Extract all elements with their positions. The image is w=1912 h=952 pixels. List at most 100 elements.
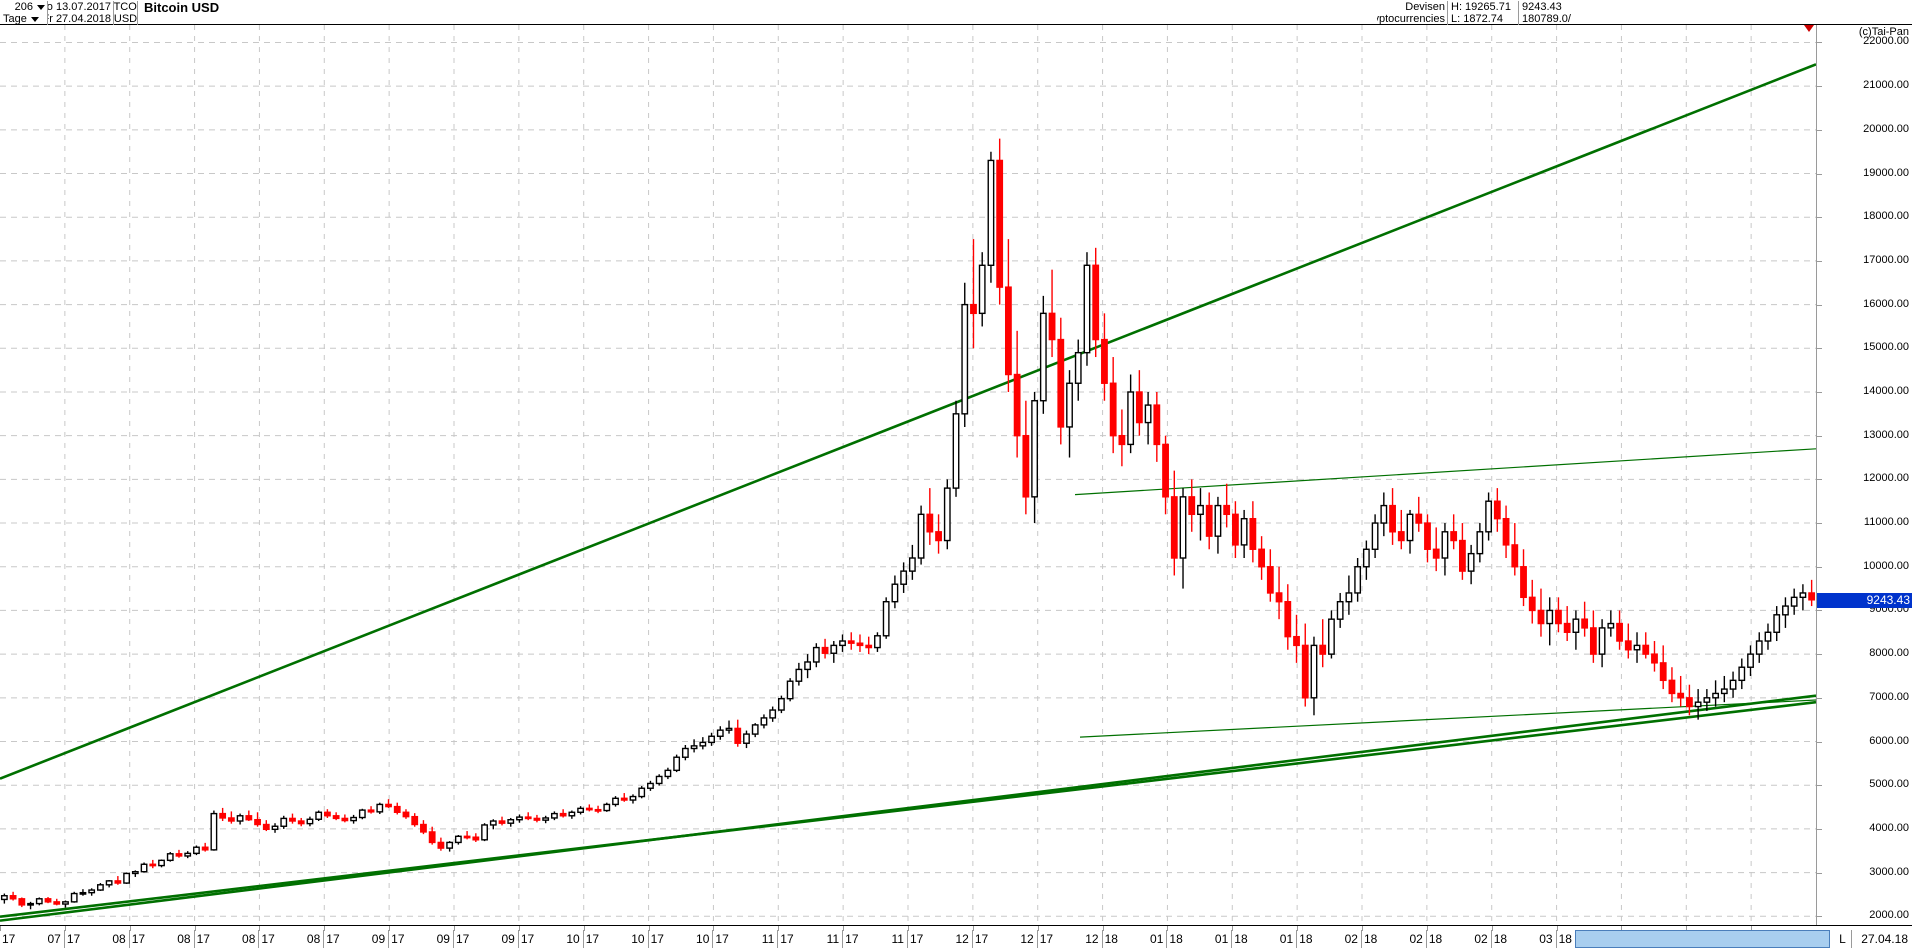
time-tick-mark xyxy=(778,926,780,931)
time-tick-mark xyxy=(1167,926,1169,931)
candlestick-bar xyxy=(1808,579,1816,607)
time-axis-segment[interactable]: 08 17 xyxy=(195,930,260,948)
time-tick-mark xyxy=(583,926,585,931)
time-axis-segment[interactable]: 01 18 xyxy=(1232,930,1298,948)
time-axis-segment[interactable]: 01 18 xyxy=(1103,930,1168,948)
candlestick-bar xyxy=(891,575,899,609)
time-tick-mark xyxy=(259,926,261,931)
symbol-field-line1[interactable]: BITCOIN xyxy=(114,1,138,13)
candlestick-bar xyxy=(699,737,707,750)
time-tick-mark xyxy=(648,926,650,931)
time-axis-segment[interactable]: 09 17 xyxy=(324,930,390,948)
candlestick-bar xyxy=(306,816,314,827)
candlestick-bar xyxy=(1555,597,1562,633)
price-tick-label: 20000.00 xyxy=(1863,122,1909,135)
price-tick-label: 6000.00 xyxy=(1869,734,1909,747)
time-axis-segment[interactable]: 11 17 xyxy=(778,930,844,948)
chart-plot-area[interactable] xyxy=(0,25,1816,925)
price-tick-label: 12000.00 xyxy=(1863,472,1909,485)
horizontal-scrollbar[interactable] xyxy=(1575,930,1830,948)
time-axis-segment[interactable]: 10 17 xyxy=(649,930,714,948)
time-axis-segment[interactable]: 01 18 xyxy=(1167,930,1233,948)
candlestick-bar xyxy=(1493,488,1501,532)
candlestick-bar xyxy=(271,823,279,833)
time-axis-segment[interactable]: 12 17 xyxy=(1038,930,1103,948)
candlestick-bar xyxy=(1720,675,1728,703)
date-to-field[interactable]: Fr 27.04.2018 xyxy=(48,13,114,25)
candlestick-bar xyxy=(315,810,323,822)
time-axis-segment[interactable]: 03 18 xyxy=(1492,930,1557,948)
time-axis[interactable]: 07 17 08 17 08 17 08 17 08 17 09 17 09 17 09 17 10 17 10 17… xyxy=(0,925,1912,952)
time-tick-mark xyxy=(1491,926,1493,931)
price-tick-label: 14000.00 xyxy=(1863,384,1909,397)
time-axis-month: 09 xyxy=(436,932,450,946)
price-tick-mark xyxy=(1817,785,1822,787)
time-axis-segment[interactable]: 12 17 xyxy=(973,930,1038,948)
time-axis-segment[interactable]: 02 18 xyxy=(1297,930,1362,948)
candlestick-bar xyxy=(323,809,331,818)
candlestick-bar xyxy=(1520,549,1527,607)
time-axis-year: 17 xyxy=(585,932,600,946)
candlestick-plot[interactable] xyxy=(0,25,1816,925)
scale-mode-button[interactable]: L xyxy=(1834,930,1852,948)
time-axis-segment[interactable]: 07 17 xyxy=(0,930,65,948)
price-tick-mark xyxy=(1817,42,1822,44)
date-from-field[interactable]: Do 13.07.2017 xyxy=(48,1,114,13)
time-axis-month: 09 xyxy=(501,932,515,946)
time-axis-year: 18 xyxy=(1428,932,1443,946)
interval-field[interactable]: Tage xyxy=(0,13,48,25)
candlestick-bar xyxy=(690,739,698,753)
time-axis-year: 18 xyxy=(1364,932,1378,946)
candlestick-bar xyxy=(498,816,506,826)
time-axis-segment[interactable]: 09 17 xyxy=(454,930,519,948)
time-tick-mark xyxy=(1621,926,1623,931)
candlestick-bar xyxy=(812,643,820,668)
time-axis-year: 17 xyxy=(261,932,275,946)
time-axis-segment[interactable]: 02 18 xyxy=(1362,930,1427,948)
candlestick-bar xyxy=(1607,610,1615,637)
group-field-line2[interactable]: Cryptocurrencies xyxy=(1377,13,1448,25)
group-field-line1[interactable]: Devisen xyxy=(1377,1,1448,13)
time-axis-month: 09 xyxy=(371,932,386,946)
bars-count-field[interactable]: 206 xyxy=(0,1,48,13)
candlestick-bar xyxy=(1729,671,1737,698)
candlestick-bar xyxy=(559,809,567,818)
time-axis-segment[interactable]: 12 17 xyxy=(908,930,973,948)
candlestick-bar xyxy=(1197,488,1204,541)
symbol-field-line2[interactable]: USD xyxy=(114,13,138,25)
time-axis-segment[interactable]: 09 17 xyxy=(389,930,454,948)
time-axis-segment[interactable]: 08 17 xyxy=(65,930,130,948)
time-tick-mark xyxy=(1556,926,1558,931)
candlestick-bar xyxy=(970,239,977,349)
candlestick-bar xyxy=(786,678,794,702)
time-axis-year: 17 xyxy=(715,932,729,946)
candlestick-bar xyxy=(1511,523,1519,576)
time-axis-segment[interactable]: 08 17 xyxy=(259,930,325,948)
candlestick-bar xyxy=(1450,514,1458,550)
candlestick-bar xyxy=(79,889,87,896)
time-axis-segment[interactable]: 11 17 xyxy=(843,930,908,948)
price-axis[interactable]: (c)Tai-Pan 22000.00 21000.00 20000.00 19000… xyxy=(1816,25,1912,925)
time-axis-segment[interactable]: 10 17 xyxy=(519,930,584,948)
candlestick-bar xyxy=(219,807,227,822)
chevron-down-icon[interactable] xyxy=(30,16,39,22)
candlestick-bar xyxy=(18,897,26,908)
time-axis-segment[interactable]: 02 18 xyxy=(1427,930,1492,948)
time-axis-year: 18 xyxy=(1299,932,1313,946)
candlestick-bar xyxy=(1362,540,1370,580)
chevron-down-icon[interactable] xyxy=(37,4,45,10)
candlestick-bar xyxy=(1092,247,1100,358)
time-tick-mark xyxy=(1232,926,1234,931)
candlestick-bar xyxy=(882,597,890,639)
candlestick-bar xyxy=(734,719,742,747)
candlestick-bar xyxy=(804,654,812,679)
candlestick-bar xyxy=(1790,588,1798,615)
time-axis-segment[interactable]: 11 17 xyxy=(713,930,779,948)
candlestick-bar xyxy=(1066,370,1073,458)
candlestick-bar xyxy=(664,767,672,780)
time-axis-segment[interactable]: 10 17 xyxy=(584,930,649,948)
candlestick-bar xyxy=(647,780,654,791)
price-tick-mark xyxy=(1817,523,1822,525)
time-tick-mark xyxy=(1362,926,1363,931)
time-axis-segment[interactable]: 08 17 xyxy=(130,930,195,948)
